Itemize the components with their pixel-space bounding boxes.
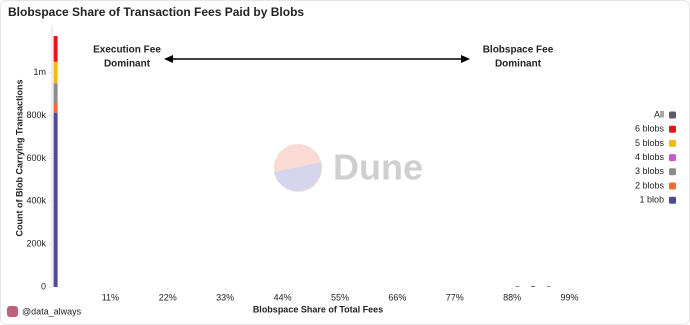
- y-tick-label: 1m: [33, 67, 46, 77]
- legend-swatch: [669, 111, 676, 119]
- x-tick-label: 22%: [159, 292, 177, 302]
- y-tick-label: 600k: [26, 153, 46, 163]
- x-tick-label: 55%: [331, 292, 349, 302]
- legend-label: All: [654, 109, 664, 119]
- bar-segment: [515, 286, 520, 287]
- annotation: Blobspace Fee: [483, 45, 554, 56]
- x-tick-label: 77%: [446, 292, 464, 302]
- watermark-logo: [274, 144, 322, 192]
- watermark-text: Dune: [333, 147, 423, 188]
- legend-swatch: [669, 168, 676, 176]
- legend-label: 2 blobs: [635, 180, 665, 190]
- arrow: [164, 55, 470, 63]
- arrow-head: [461, 55, 470, 63]
- bar-segment: [53, 103, 58, 113]
- x-tick-label: 33%: [216, 292, 234, 302]
- chart-title: Blobspace Share of Transaction Fees Paid…: [8, 5, 304, 19]
- y-tick-label: 200k: [26, 239, 46, 249]
- annotation: Dominant: [104, 59, 151, 70]
- legend-label: 6 blobs: [635, 124, 665, 134]
- y-tick-label: 0: [41, 281, 46, 291]
- legend-swatch: [669, 154, 676, 162]
- annotation: Execution Fee: [93, 45, 161, 56]
- watermark-logo-half: [274, 162, 322, 192]
- bar-segment: [531, 286, 536, 287]
- bar-segment: [53, 112, 58, 287]
- footer: @data_always: [22, 306, 82, 316]
- legend-swatch: [669, 139, 676, 147]
- x-tick-label: 11%: [102, 292, 119, 302]
- x-tick-label: 44%: [274, 292, 292, 302]
- annotation: Dominant: [495, 59, 542, 70]
- legend-label: 3 blobs: [635, 166, 665, 176]
- legend-label: 1 blob: [639, 195, 664, 205]
- bar-segment: [53, 83, 58, 84]
- y-tick-label: 400k: [26, 196, 46, 206]
- bar-segment: [53, 35, 58, 62]
- x-axis-label: Blobspace Share of Total Fees: [253, 304, 383, 314]
- legend-swatch: [669, 196, 676, 204]
- bar-segment: [53, 61, 58, 84]
- watermark: Dune: [274, 144, 423, 192]
- y-axis-label: Count of Blob Carrying Transactions: [14, 79, 24, 236]
- y-tick-label: 800k: [26, 110, 46, 120]
- arrow-head: [164, 55, 173, 63]
- bar-segment: [546, 286, 551, 287]
- x-tick-label: 66%: [388, 292, 406, 302]
- legend-swatch: [669, 182, 676, 190]
- legend-label: 5 blobs: [635, 138, 665, 148]
- legend-label: 4 blobs: [635, 152, 665, 162]
- x-tick-label: 88%: [503, 292, 521, 302]
- avatar: [7, 306, 18, 317]
- x-tick-label: 99%: [561, 292, 579, 302]
- legend-swatch: [669, 125, 676, 133]
- bar-segment: [53, 83, 58, 104]
